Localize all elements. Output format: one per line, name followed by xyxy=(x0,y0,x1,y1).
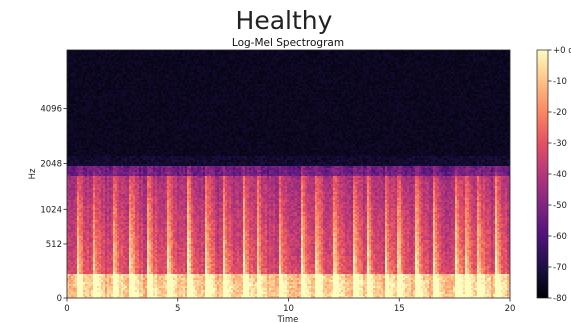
x-axis-label: Time xyxy=(277,315,299,323)
spectrogram-image xyxy=(67,50,510,298)
x-tick-label: 10 xyxy=(283,304,294,314)
y-tick-label: 2048 xyxy=(40,159,62,169)
x-axis: 0 5 10 15 20 xyxy=(64,298,515,314)
y-axis: 0 512 1024 2048 4096 xyxy=(40,105,67,304)
colorbar-tick-label: -80 xyxy=(553,294,567,304)
colorbar-tick-label: -50 xyxy=(553,201,567,211)
x-tick-label: 0 xyxy=(64,304,69,314)
x-tick-label: 20 xyxy=(505,304,516,314)
y-tick-label: 512 xyxy=(46,240,62,250)
colorbar-tick-label: -20 xyxy=(553,108,567,118)
y-axis-label: Hz xyxy=(28,168,38,179)
colorbar-tick-label: -10 xyxy=(553,77,567,87)
x-tick-label: 15 xyxy=(394,304,405,314)
y-tick-label: 1024 xyxy=(40,205,62,215)
colorbar xyxy=(536,49,549,299)
colorbar-tick-label: -60 xyxy=(553,232,567,242)
colorbar-ticks: +0 dB -10 -20 -30 -40 -50 -60 -70 -80 xyxy=(548,46,571,304)
chart-title: Log-Mel Spectrogram xyxy=(232,37,344,49)
y-tick-label: 0 xyxy=(57,294,62,304)
colorbar-tick-label: -70 xyxy=(553,263,567,273)
colorbar-tick-label: -30 xyxy=(553,139,567,149)
y-tick-label: 4096 xyxy=(40,105,62,115)
colorbar-tick-label: +0 dB xyxy=(553,46,571,56)
figure-suptitle: Healthy xyxy=(236,6,333,35)
x-tick-label: 5 xyxy=(175,304,180,314)
colorbar-tick-label: -40 xyxy=(553,170,567,180)
